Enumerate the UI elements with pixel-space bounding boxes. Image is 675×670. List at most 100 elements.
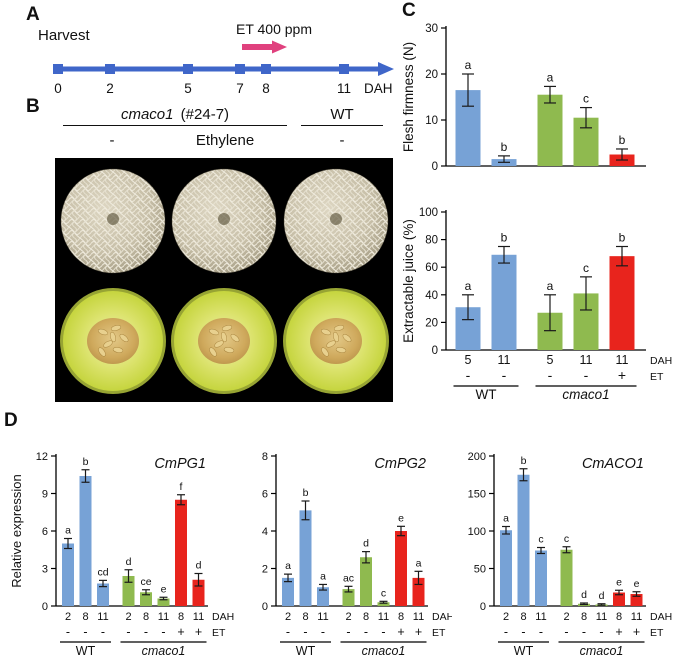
y-tick-label: 6: [42, 526, 48, 538]
y-axis-title: Relative expression: [9, 474, 24, 587]
x-et-label: -: [101, 625, 105, 639]
significance-letter: cd: [97, 566, 108, 578]
x-dah-label: 11: [631, 611, 642, 623]
x-et-label: -: [582, 625, 586, 639]
x-et-label: +: [633, 625, 640, 639]
y-tick-label: 100: [419, 207, 438, 219]
significance-letter: d: [196, 560, 202, 572]
bar: [609, 256, 635, 350]
y-tick-label: 40: [425, 290, 438, 302]
bar: [360, 557, 372, 606]
x-et-label: -: [321, 625, 325, 639]
bar: [282, 577, 294, 606]
x-dah-label: 11: [535, 611, 546, 623]
chart-extractable-juice: 0 20 40 60 80 100 Extractable juice (%) a b a c b 5-…: [400, 200, 672, 421]
significance-letter: c: [381, 587, 386, 599]
timeline-tick-label: 5: [184, 81, 192, 96]
group-label: cmaco1: [142, 644, 186, 658]
melon-photo-whole-cmaco1-control: [60, 168, 165, 273]
x-dah-label: 11: [596, 611, 607, 623]
timeline-tick-label: 8: [262, 81, 270, 96]
significance-letter: b: [521, 455, 527, 467]
x-et-label: -: [548, 367, 553, 383]
et-unit-label: ET: [650, 627, 664, 639]
y-tick-label: 50: [474, 564, 486, 576]
bar: [175, 499, 187, 606]
significance-letter: a: [465, 279, 472, 293]
treatment-label-minus-right: -: [339, 132, 345, 149]
genotype-name: cmaco1: [120, 106, 174, 123]
bar: [517, 474, 530, 606]
y-tick-label: 12: [36, 451, 48, 463]
y-tick-label: 6: [262, 489, 268, 501]
y-axis-title: Flesh firmness (N): [401, 42, 416, 152]
panel-label-b: B: [26, 96, 40, 117]
x-dah-label: 2: [563, 611, 569, 623]
x-dah-label: 2: [285, 611, 291, 623]
significance-letter: c: [583, 261, 589, 275]
significance-letter: d: [126, 556, 132, 568]
group-label: cmaco1: [362, 644, 406, 658]
x-et-label: -: [66, 625, 70, 639]
melon-photo-cut-cmaco1-ethylene: [171, 287, 277, 394]
et-treatment-label: ET 400 ppm: [236, 21, 312, 37]
y-tick-label: 200: [468, 451, 486, 463]
et-unit-label: ET: [432, 627, 446, 639]
significance-letter: a: [416, 557, 422, 569]
significance-letter: f: [180, 481, 183, 493]
significance-letter: d: [363, 538, 369, 550]
x-et-label: -: [599, 625, 603, 639]
y-tick-label: 4: [262, 526, 268, 538]
x-et-label: -: [584, 367, 589, 383]
x-dah-label: 8: [581, 611, 587, 623]
x-dah-label: 11: [580, 353, 593, 367]
timeline-tick-mark: [235, 64, 245, 74]
group-label: WT: [476, 387, 497, 402]
x-et-label: +: [415, 625, 422, 639]
melon-photo-whole-wt: [283, 168, 388, 273]
x-dah-label: 8: [302, 611, 308, 623]
genotype-line-number: (#24-7): [180, 106, 230, 123]
x-dah-label: 11: [317, 611, 328, 623]
dah-unit-label: DAH: [650, 611, 672, 623]
significance-letter: b: [83, 456, 89, 468]
bar: [140, 592, 152, 606]
panel-label-d: D: [4, 410, 18, 431]
y-tick-label: 10: [425, 115, 438, 127]
y-tick-label: 0: [432, 345, 438, 357]
x-et-label: +: [397, 625, 404, 639]
bar: [122, 576, 135, 606]
y-tick-label: 0: [480, 601, 486, 613]
y-tick-label: 60: [425, 262, 438, 274]
x-dah-label: 11: [158, 611, 169, 623]
significance-letter: b: [501, 140, 508, 154]
y-tick-label: 9: [42, 489, 48, 501]
x-dah-label: 11: [378, 611, 389, 623]
x-dah-label: 11: [616, 353, 629, 367]
chart-cmpg2: 0 2 4 6 8 CmPG2 a b a ac d c e a 2-8-11-2-8-11-8 +11 + WT…: [240, 430, 454, 670]
timeline-tick-mark: [183, 64, 193, 74]
et-unit-label: ET: [212, 627, 226, 639]
x-dah-label: 8: [143, 611, 149, 623]
y-tick-label: 100: [468, 526, 486, 538]
chart-cmpg1: 0 3 6 9 12 Relative expression CmPG1 a b cd d ce e f d…: [8, 430, 238, 670]
timeline-tick-mark: [339, 64, 349, 74]
melon-photo-panel: [55, 158, 393, 402]
bar: [395, 531, 407, 606]
x-et-label: -: [564, 625, 568, 639]
bar: [79, 476, 92, 606]
significance-letter: a: [65, 525, 71, 537]
x-et-label: -: [161, 625, 165, 639]
timeline-tick-label: 11: [337, 81, 351, 96]
significance-letter: d: [599, 590, 605, 602]
panel-label-a: A: [26, 4, 40, 25]
x-et-label: -: [521, 625, 525, 639]
bar: [535, 550, 547, 606]
bar: [97, 583, 109, 606]
x-dah-label: 11: [193, 611, 204, 623]
bar: [491, 254, 517, 350]
significance-letter: b: [501, 231, 508, 245]
bar: [560, 549, 573, 606]
